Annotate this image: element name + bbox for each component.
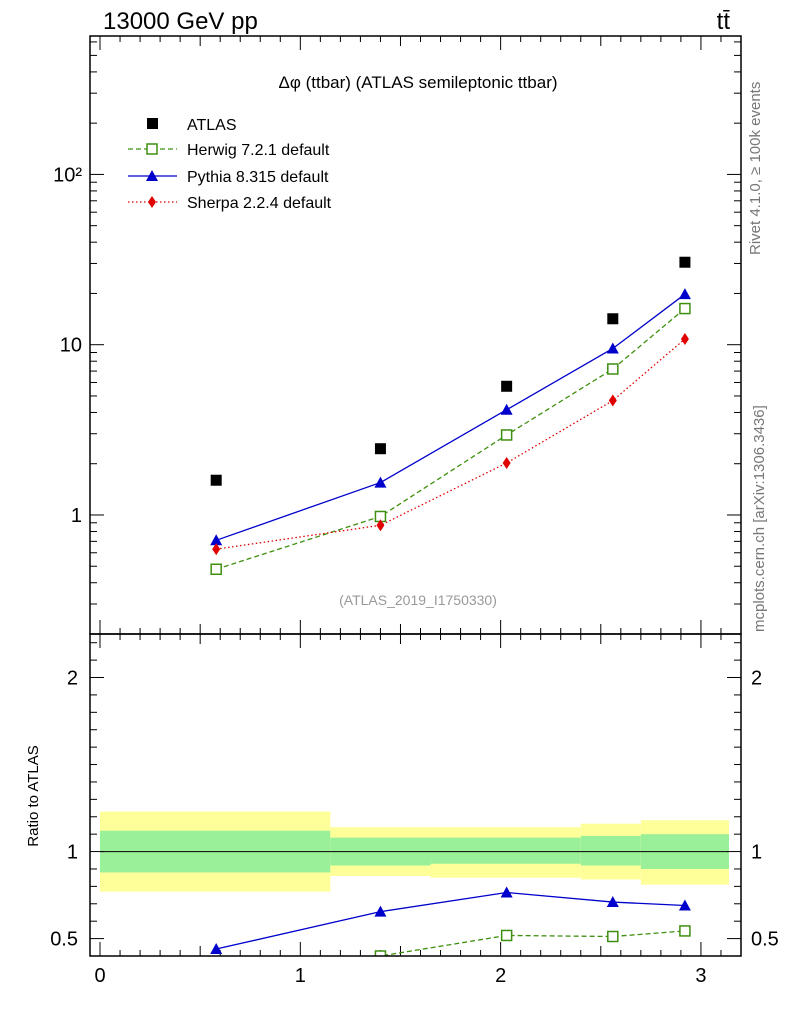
ratio-y-tick-label-left: 1: [67, 842, 78, 864]
ratio-y-tick-label-left: 0.5: [50, 929, 78, 951]
ratio-point-pythia-8-315-default: [500, 886, 513, 898]
main-y-tick-label: 10²: [53, 164, 82, 186]
main-point-atlas: [679, 256, 691, 268]
legend: ATLAS Herwig 7.2.1 default Pythia 8.315 …: [128, 117, 332, 212]
main-point-sherpa-2-2-4-default: [680, 333, 689, 346]
legend-atlas-marker: [147, 118, 158, 129]
watermark: (ATLAS_2019_I1750330): [339, 592, 497, 608]
legend-item-herwig: Herwig 7.2.1 default: [128, 142, 330, 159]
legend-pythia-label: Pythia 8.315 default: [187, 169, 329, 186]
ratio-bands: [100, 811, 729, 892]
main-point-pythia-8-315-default: [500, 403, 513, 415]
ratio-x-tick-label: 0: [94, 965, 105, 987]
main-point-atlas: [210, 474, 222, 486]
legend-herwig-marker: [146, 143, 158, 155]
ratio-green-band: [430, 837, 581, 864]
main-y-tick-labels: 1 10 10²: [53, 164, 82, 527]
main-markers: [210, 256, 691, 576]
ratio-point-herwig-7-2-1-default: [679, 925, 691, 937]
ratio-point-herwig-7-2-1-default: [374, 950, 387, 956]
ratio-point-pythia-8-315-default: [374, 905, 387, 917]
main-point-herwig-7-2-1-default: [607, 363, 619, 375]
ratio-y-tick-label-right: 0.5: [751, 929, 779, 951]
ratio-x-tick-label: 3: [695, 965, 706, 987]
ratio-panel: 0 1 2 3 0.5 0.5 1 1 2 2 Ratio to ATLAS: [25, 633, 779, 987]
ratio-x-tick-label: 2: [495, 965, 506, 987]
main-point-herwig-7-2-1-default: [210, 563, 222, 576]
main-ticks: [90, 36, 741, 635]
legend-item-sherpa: Sherpa 2.2.4 default: [128, 195, 332, 212]
ratio-ticks: [90, 634, 741, 956]
ratio-point-herwig-7-2-1-default: [607, 930, 619, 943]
main-point-atlas: [501, 380, 513, 392]
ratio-frame: [89, 633, 742, 957]
main-point-sherpa-2-2-4-default: [502, 456, 511, 469]
main-point-atlas: [374, 443, 386, 455]
ratio-markers: [210, 886, 691, 978]
header-right: tt̄: [717, 8, 731, 35]
main-point-atlas: [607, 313, 619, 325]
ratio-point-pythia-8-315-default: [210, 943, 223, 955]
ratio-ylabel: Ratio to ATLAS: [25, 745, 42, 846]
ratio-point-pythia-8-315-default: [606, 896, 619, 908]
main-y-tick-label: 1: [71, 505, 82, 527]
legend-sherpa-label: Sherpa 2.2.4 default: [187, 195, 332, 212]
main-title: Δφ (ttbar) (ATLAS semileptonic ttbar): [278, 73, 557, 92]
main-point-sherpa-2-2-4-default: [376, 519, 385, 532]
ratio-point-pythia-8-315-default: [678, 899, 691, 911]
ratio-tick-labels: 0 1 2 3 0.5 0.5 1 1 2 2: [50, 668, 779, 987]
main-line-sherpa-2-2-4-default: [216, 338, 686, 550]
main-point-sherpa-2-2-4-default: [608, 394, 617, 407]
ratio-y-tick-label-left: 2: [67, 668, 78, 690]
ratio-green-band: [580, 835, 641, 866]
legend-item-atlas: ATLAS: [147, 117, 237, 134]
main-point-herwig-7-2-1-default: [500, 429, 513, 441]
ratio-y-tick-label-right: 2: [751, 668, 762, 690]
legend-atlas-label: ATLAS: [187, 117, 237, 134]
header-left: 13000 GeV pp: [103, 8, 258, 35]
main-point-pythia-8-315-default: [678, 288, 691, 300]
main-point-pythia-8-315-default: [374, 476, 387, 488]
ratio-y-tick-label-right: 1: [751, 842, 762, 864]
main-point-herwig-7-2-1-default: [679, 302, 691, 315]
main-point-sherpa-2-2-4-default: [212, 543, 221, 556]
main-point-pythia-8-315-default: [210, 534, 223, 546]
rivet-label: Rivet 4.1.0, ≥ 100k events: [747, 82, 764, 255]
ratio-x-tick-label: 1: [295, 965, 306, 987]
main-series-lines: [215, 293, 686, 570]
main-line-pythia-8-315-default: [215, 293, 686, 541]
main-y-tick-label: 10: [60, 335, 82, 357]
legend-pythia-marker: [146, 170, 158, 181]
legend-herwig-label: Herwig 7.2.1 default: [187, 142, 330, 159]
legend-sherpa-marker: [148, 196, 156, 208]
ratio-point-herwig-7-2-1-default: [211, 968, 221, 978]
mcplots-label: mcplots.cern.ch [arXiv:1306.3436]: [751, 405, 768, 632]
legend-item-pythia: Pythia 8.315 default: [128, 169, 329, 186]
ratio-point-herwig-7-2-1-default: [500, 929, 513, 942]
main-point-pythia-8-315-default: [606, 342, 619, 354]
